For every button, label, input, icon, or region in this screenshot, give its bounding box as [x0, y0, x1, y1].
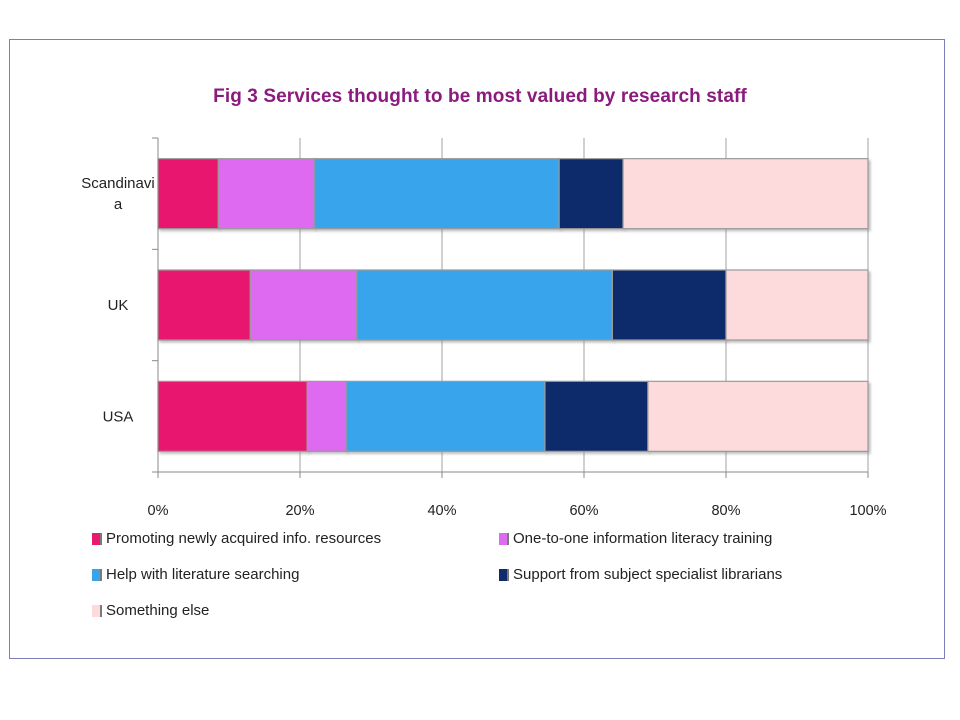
x-tick-label: 40% — [427, 503, 456, 519]
chart-frame — [9, 39, 945, 659]
bar-segment — [313, 158, 560, 230]
bar-segment — [544, 380, 649, 452]
bar-segment — [306, 380, 347, 452]
legend-swatch — [499, 532, 509, 545]
legend-item: Promoting newly acquired info. resources — [92, 530, 381, 547]
category-label: USA — [103, 408, 134, 425]
x-tick-label: 0% — [148, 503, 169, 519]
bar-segment — [249, 269, 358, 341]
legend-swatch — [92, 568, 102, 581]
bar-segment — [622, 158, 869, 230]
bars — [157, 158, 869, 452]
x-tick-label: 100% — [849, 503, 886, 519]
axes — [152, 137, 869, 478]
legend-swatch — [92, 532, 102, 545]
labels: 0% 20% 40% 60% 80% 100% Scandinavi a UK USA — [81, 175, 886, 519]
bar-segment — [217, 158, 315, 230]
legend-label: One-to-one information literacy training — [513, 530, 773, 547]
legend-item: One-to-one information literacy training — [499, 530, 772, 547]
bar-segment — [157, 380, 308, 452]
legend-item: Something else — [92, 602, 209, 619]
bar-segment — [356, 269, 613, 341]
bar-segment — [157, 269, 251, 341]
legend-item: Support from subject specialist libraria… — [499, 566, 782, 583]
bar-segment — [345, 380, 546, 452]
legend-item: Help with literature searching — [92, 566, 299, 583]
category-label: UK — [108, 297, 129, 314]
x-tick-label: 20% — [285, 503, 314, 519]
bar-segment — [647, 380, 869, 452]
bar-segment — [157, 158, 219, 230]
legend-label: Promoting newly acquired info. resources — [106, 530, 382, 547]
x-tick-label: 80% — [711, 503, 740, 519]
legend-swatch — [92, 604, 102, 617]
chart-title: Fig 3 Services thought to be most valued… — [213, 86, 747, 107]
bar-segment — [725, 269, 869, 341]
legend-label: Support from subject specialist libraria… — [513, 566, 783, 583]
bar-segment — [611, 269, 727, 341]
x-tick-label: 60% — [569, 503, 598, 519]
legend-label: Something else — [106, 602, 210, 619]
legend-swatch — [499, 568, 509, 581]
bar-segment — [558, 158, 624, 230]
category-label: Scandinavi a — [81, 175, 154, 213]
legend-label: Help with literature searching — [106, 566, 300, 583]
